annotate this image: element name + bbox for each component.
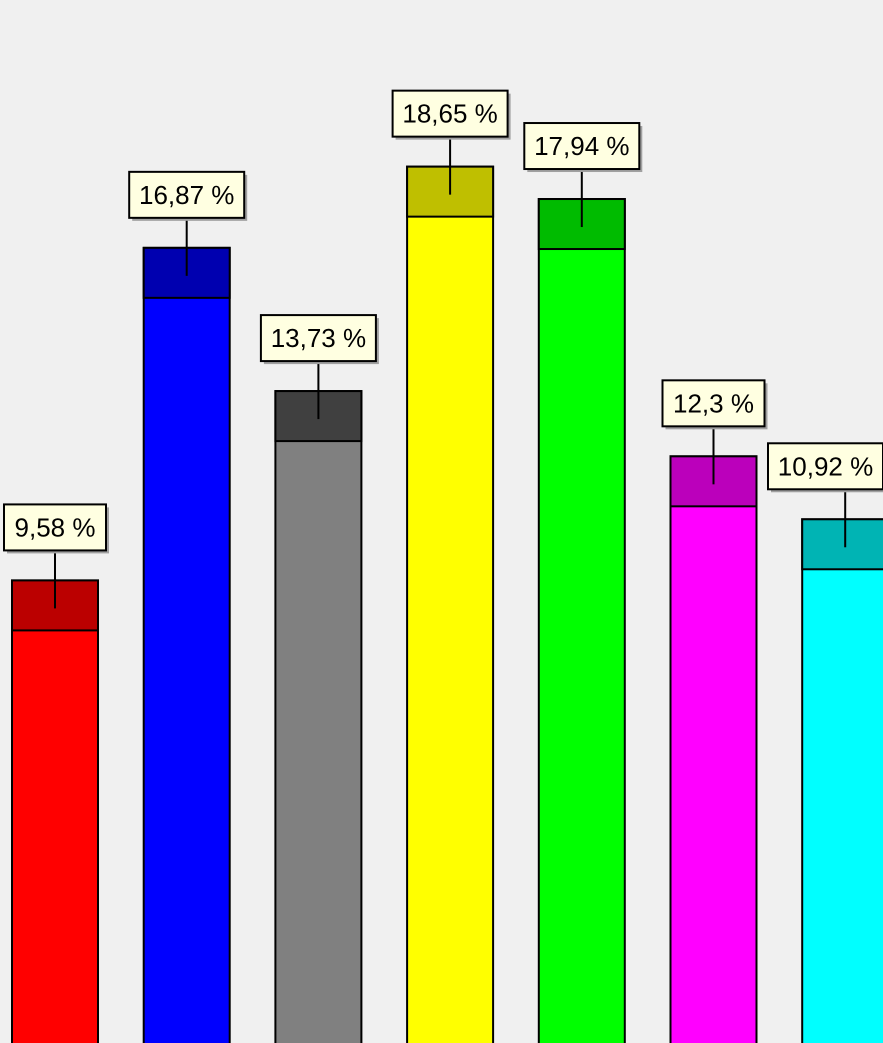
bar-body bbox=[142, 246, 231, 1043]
data-label-box bbox=[523, 122, 641, 171]
data-label: 18,65 % bbox=[391, 89, 511, 195]
bar bbox=[406, 165, 495, 1043]
data-label: 10,92 % bbox=[767, 442, 883, 548]
data-label-box bbox=[391, 89, 509, 138]
bar-body bbox=[537, 198, 626, 1043]
data-label: 12,3 % bbox=[661, 379, 768, 485]
data-label-text: 17,94 % bbox=[534, 131, 629, 161]
bar-body bbox=[274, 390, 363, 1043]
bar-body bbox=[406, 165, 495, 1043]
data-label-box bbox=[661, 379, 766, 428]
bars-layer bbox=[11, 165, 883, 1043]
bar bbox=[537, 198, 626, 1043]
data-label: 17,94 % bbox=[523, 122, 643, 228]
data-label-text: 12,3 % bbox=[673, 388, 754, 418]
bar bbox=[801, 518, 883, 1043]
data-label-box bbox=[259, 314, 377, 363]
data-label-text: 10,92 % bbox=[778, 451, 873, 481]
data-label-box bbox=[3, 503, 107, 552]
data-label-text: 18,65 % bbox=[402, 99, 497, 129]
bar-body bbox=[801, 518, 883, 1043]
data-label: 16,87 % bbox=[128, 170, 248, 276]
bar bbox=[11, 579, 99, 1043]
bar-body bbox=[11, 579, 99, 1043]
data-label-box bbox=[767, 442, 883, 491]
data-label-box bbox=[128, 170, 246, 219]
data-labels-layer: 9,58 % 16,87 % 13,73 % 18,65 % 17,94 % 12,3 %… bbox=[3, 89, 883, 609]
bar bbox=[669, 455, 758, 1043]
data-label: 13,73 % bbox=[259, 314, 379, 420]
data-label: 9,58 % bbox=[3, 503, 109, 609]
bar-body bbox=[669, 455, 758, 1043]
data-label-text: 9,58 % bbox=[15, 512, 96, 542]
bar-cap bbox=[801, 518, 883, 571]
data-label-text: 16,87 % bbox=[139, 180, 234, 210]
bar bbox=[142, 246, 231, 1043]
bar bbox=[274, 390, 363, 1043]
data-label-text: 13,73 % bbox=[271, 323, 366, 353]
